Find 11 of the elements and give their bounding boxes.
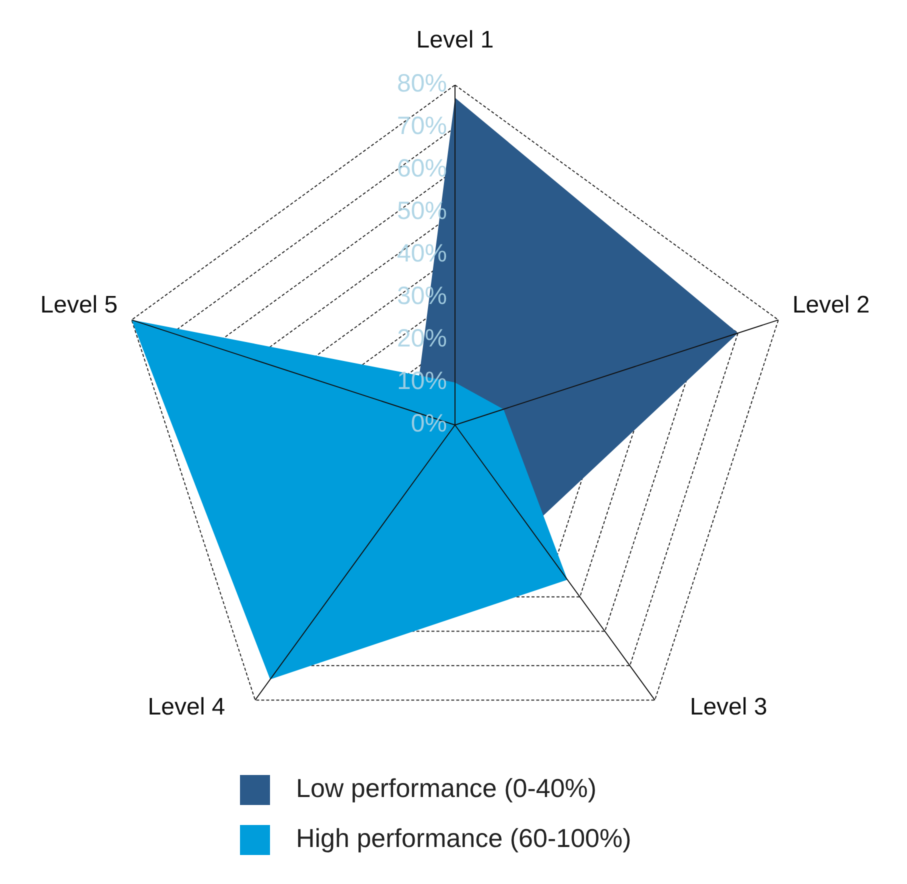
y-tick-label: 80% <box>396 70 447 98</box>
y-tick-label: 10% <box>396 367 447 396</box>
spoke-label: Level 5 <box>40 291 118 318</box>
y-tick-label: 70% <box>396 112 447 140</box>
legend-label: Low performance (0-40%) <box>296 772 597 803</box>
spoke-label: Level 4 <box>148 693 226 720</box>
y-tick-label: 0% <box>410 410 447 438</box>
spoke-label: Level 3 <box>690 693 768 720</box>
spoke-label: Level 2 <box>792 291 870 318</box>
spoke-label: Level 1 <box>416 26 494 54</box>
legend-label: High performance (60-100%) <box>296 822 632 853</box>
